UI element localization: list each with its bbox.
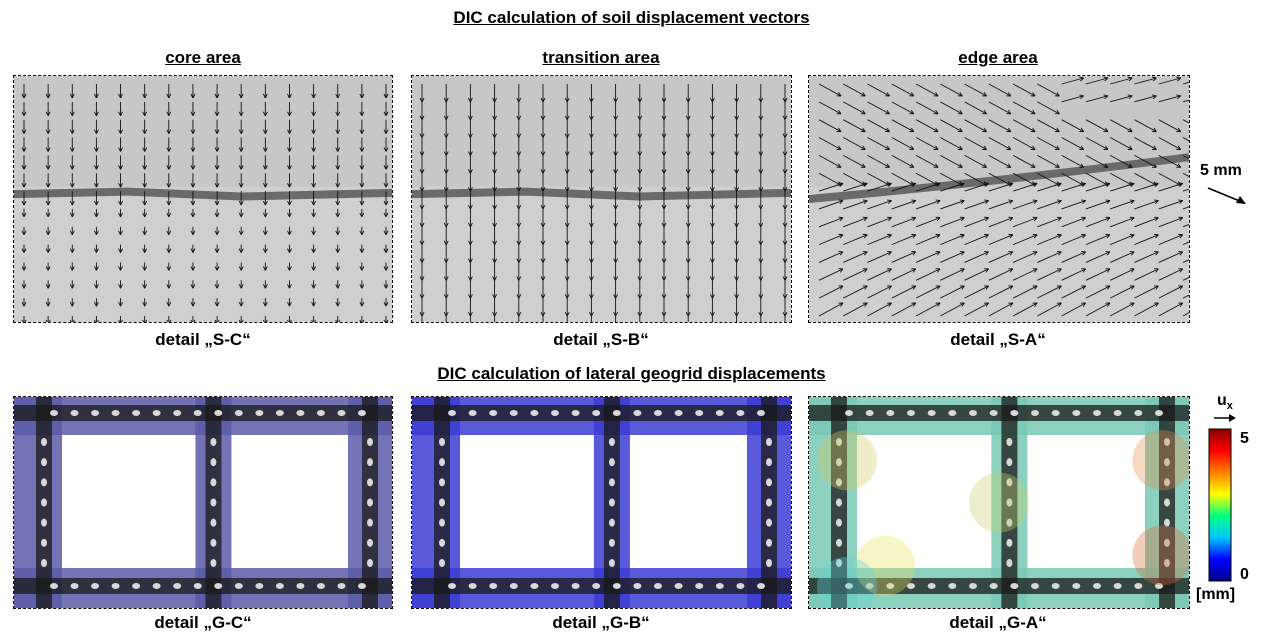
- top-title: DIC calculation of soil displacement vec…: [453, 8, 810, 27]
- scale-arrow-icon: [1207, 187, 1246, 204]
- displacement-vectors: [419, 84, 788, 322]
- geogrid-image: [14, 397, 392, 608]
- bottom-title: DIC calculation of lateral geogrid displ…: [437, 364, 826, 383]
- transition-area-label: transition area: [542, 48, 660, 67]
- geogrid-band: [809, 153, 1189, 203]
- geogrid-apertures: [41, 410, 373, 589]
- panel-s-a: [808, 75, 1190, 323]
- caption-s-c: detail „S-C“: [155, 330, 251, 349]
- soil-image: [14, 76, 392, 322]
- colorbar-max-label: 5: [1240, 430, 1249, 447]
- panel-g-b: [411, 396, 792, 609]
- geogrid-image: [809, 397, 1189, 608]
- geogrid-apertures: [439, 410, 772, 589]
- panel-s-b: [411, 75, 792, 323]
- geogrid-band: [412, 187, 791, 201]
- soil-image: [412, 76, 791, 322]
- caption-g-c: detail „G-C“: [154, 613, 252, 632]
- panel-g-a: [808, 396, 1190, 609]
- displacement-vectors: [818, 76, 1189, 317]
- scale-label: 5 mm: [1200, 162, 1242, 179]
- soil-image: [809, 76, 1189, 322]
- colorbar-symbol-sub: x: [1226, 400, 1233, 413]
- geogrid-frame: [14, 397, 392, 608]
- caption-g-a: detail „G-A“: [949, 613, 1047, 632]
- panel-g-c: [13, 396, 393, 609]
- core-area-label: core area: [165, 48, 241, 67]
- panel-s-c: [13, 75, 393, 323]
- caption-s-b: detail „S-B“: [553, 330, 649, 349]
- geogrid-apertures: [836, 410, 1170, 589]
- geogrid-band: [14, 187, 392, 201]
- colorbar-symbol-main: u: [1217, 392, 1227, 409]
- geogrid-image: [412, 397, 791, 608]
- displacement-heatmap: [817, 430, 1189, 608]
- displacement-vectors: [21, 84, 389, 322]
- colorbar-symbol: ux: [1217, 392, 1233, 412]
- caption-g-b: detail „G-B“: [552, 613, 650, 632]
- colorbar-unit-label: [mm]: [1196, 586, 1236, 603]
- colorbar: [1208, 428, 1232, 582]
- colorbar-min-label: 0: [1240, 566, 1249, 583]
- edge-area-label: edge area: [958, 48, 1038, 67]
- colorbar-direction-arrow-icon: [1214, 414, 1236, 422]
- caption-s-a: detail „S-A“: [950, 330, 1046, 349]
